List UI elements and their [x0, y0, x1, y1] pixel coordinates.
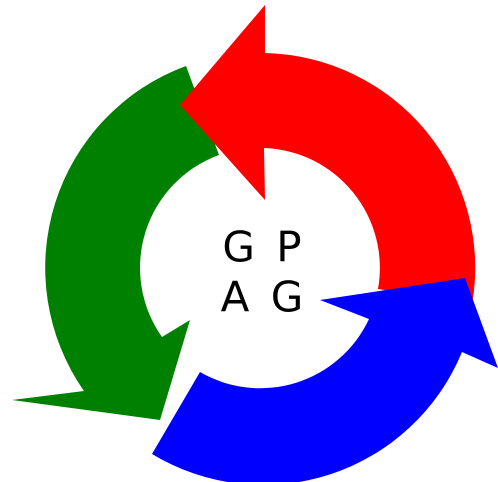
blue-arrow [152, 278, 498, 482]
center-text-line: G P [222, 223, 305, 272]
center-text-line: A G [221, 273, 308, 322]
green-arrow [12, 66, 219, 420]
red-arrow [180, 5, 476, 305]
